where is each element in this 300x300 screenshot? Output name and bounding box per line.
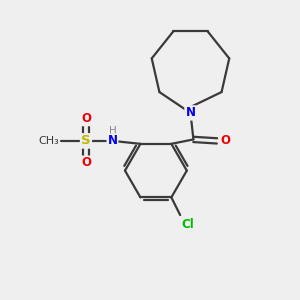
Text: O: O (81, 112, 91, 125)
Text: N: N (107, 134, 118, 147)
Text: CH₃: CH₃ (39, 136, 59, 146)
Text: H: H (109, 126, 116, 136)
Text: O: O (81, 157, 91, 169)
Text: Cl: Cl (182, 218, 194, 231)
Text: N: N (185, 106, 196, 119)
Text: S: S (81, 134, 91, 147)
Text: O: O (220, 134, 230, 147)
